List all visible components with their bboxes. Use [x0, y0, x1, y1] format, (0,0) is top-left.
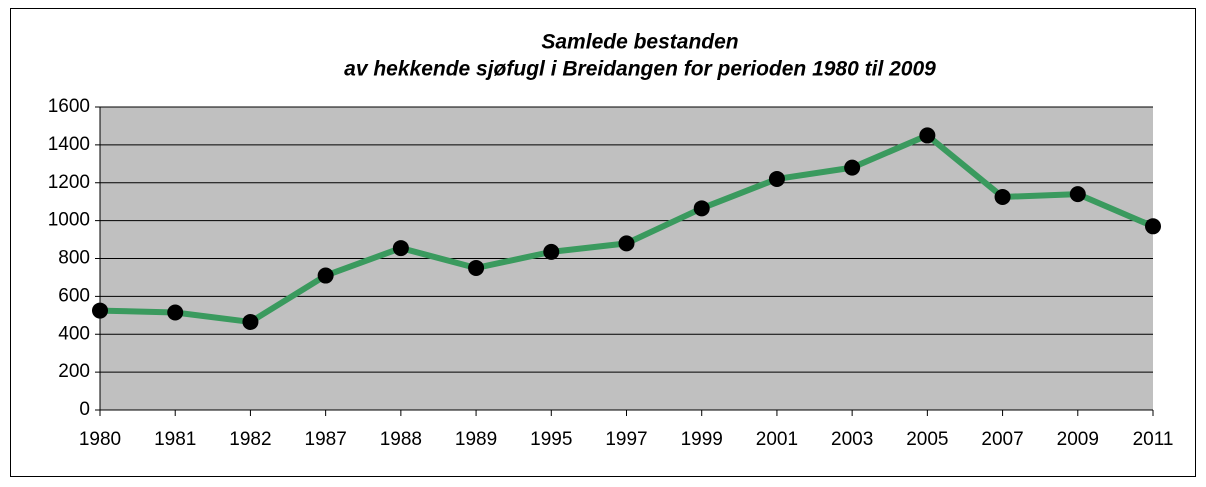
chart-title: av hekkende sjøfugl i Breidangen for per…	[344, 58, 936, 81]
x-tick-label: 2011	[1133, 429, 1174, 450]
x-tick-label: 1980	[79, 429, 121, 450]
y-tick-label: 1400	[48, 134, 90, 155]
data-point	[693, 200, 710, 217]
x-tick-label: 2001	[756, 429, 798, 450]
x-tick-label: 1989	[455, 429, 497, 450]
x-tick-label: 1987	[305, 429, 347, 450]
data-point	[317, 267, 334, 284]
x-tick-label: 1982	[229, 429, 271, 450]
x-tick-label: 2009	[1057, 429, 1099, 450]
x-tick-label: 1995	[530, 429, 572, 450]
data-point	[543, 243, 560, 260]
data-point	[994, 188, 1011, 205]
data-point	[1069, 186, 1086, 203]
y-tick-label: 200	[58, 361, 90, 382]
x-tick-label: 1997	[605, 429, 647, 450]
y-tick-label: 0	[79, 399, 90, 420]
y-tick-label: 1000	[48, 210, 90, 231]
data-point	[844, 159, 861, 176]
data-point	[468, 259, 485, 276]
data-point	[1145, 218, 1161, 235]
y-tick-label: 1200	[48, 172, 90, 193]
data-point	[618, 235, 635, 252]
data-point	[919, 127, 936, 144]
y-tick-label: 800	[58, 248, 90, 269]
data-point	[392, 240, 409, 257]
chart-title: Samlede bestanden	[541, 31, 738, 54]
x-tick-label: 2005	[906, 429, 948, 450]
x-tick-label: 2007	[981, 429, 1023, 450]
data-point	[167, 304, 184, 321]
x-tick-label: 1981	[154, 429, 196, 450]
data-point	[768, 170, 785, 187]
x-tick-label: 1999	[681, 429, 723, 450]
data-point	[92, 302, 108, 319]
x-tick-label: 1988	[380, 429, 422, 450]
y-tick-label: 1600	[48, 96, 90, 117]
data-point	[242, 313, 259, 330]
y-tick-label: 400	[58, 323, 90, 344]
y-tick-label: 600	[58, 285, 90, 306]
x-tick-label: 2003	[831, 429, 873, 450]
